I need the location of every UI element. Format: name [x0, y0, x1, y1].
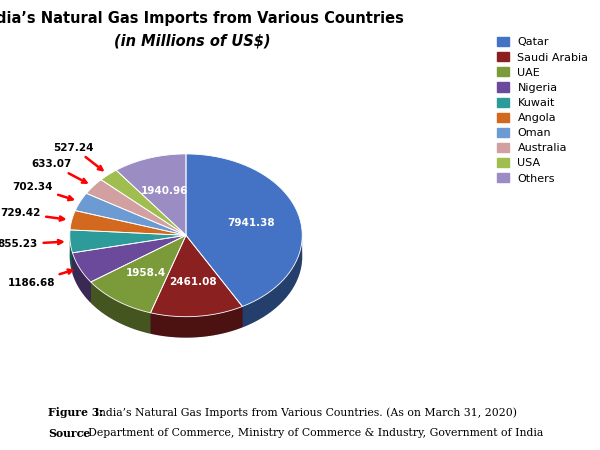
Polygon shape [70, 235, 73, 274]
Polygon shape [186, 154, 302, 306]
Text: 633.07: 633.07 [31, 159, 86, 183]
Text: 1958.4: 1958.4 [126, 268, 166, 278]
Text: Source: Source [48, 428, 90, 439]
Polygon shape [91, 282, 151, 334]
Polygon shape [86, 180, 186, 235]
Text: : Department of Commerce, Ministry of Commerce & Industry, Government of India: : Department of Commerce, Ministry of Co… [81, 428, 543, 438]
Polygon shape [242, 239, 302, 328]
Text: 2461.08: 2461.08 [169, 277, 217, 287]
Text: 702.34: 702.34 [12, 182, 73, 200]
Text: 1186.68: 1186.68 [8, 270, 72, 288]
Text: India’s Natural Gas Imports from Various Countries. (As on March 31, 2020): India’s Natural Gas Imports from Various… [91, 407, 517, 418]
Text: 7941.38: 7941.38 [227, 219, 275, 229]
Polygon shape [151, 306, 242, 338]
Polygon shape [70, 211, 186, 235]
Text: 527.24: 527.24 [53, 143, 103, 170]
Polygon shape [73, 235, 186, 282]
Polygon shape [116, 154, 186, 235]
Text: India’s Natural Gas Imports from Various Countries: India’s Natural Gas Imports from Various… [0, 11, 404, 26]
Text: (in Millions of US$): (in Millions of US$) [114, 34, 270, 49]
Polygon shape [73, 253, 91, 303]
Polygon shape [151, 235, 242, 317]
Polygon shape [91, 235, 186, 313]
Polygon shape [101, 170, 186, 235]
Text: 855.23: 855.23 [0, 239, 62, 249]
Text: Figure 3:: Figure 3: [48, 407, 103, 418]
Text: 1940.96: 1940.96 [141, 185, 188, 196]
Legend: Qatar, Saudi Arabia, UAE, Nigeria, Kuwait, Angola, Oman, Australia, USA, Others: Qatar, Saudi Arabia, UAE, Nigeria, Kuwai… [497, 37, 589, 184]
Polygon shape [70, 230, 186, 253]
Text: 729.42: 729.42 [0, 208, 64, 220]
Polygon shape [75, 194, 186, 235]
Ellipse shape [70, 175, 302, 338]
